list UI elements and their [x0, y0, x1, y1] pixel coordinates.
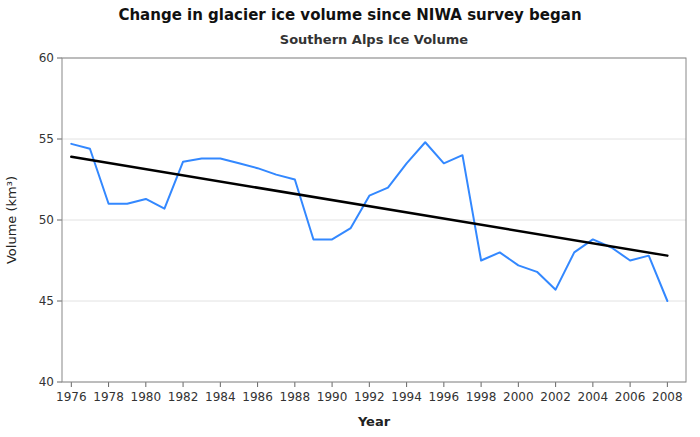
y-tick-label: 50 — [39, 213, 54, 227]
x-tick-label: 2000 — [503, 390, 534, 404]
x-tick-label: 1994 — [391, 390, 422, 404]
x-tick — [406, 382, 407, 387]
y-tick-label: 45 — [39, 294, 54, 308]
grid — [62, 58, 686, 382]
y-tick-label: 55 — [39, 132, 54, 146]
x-tick-label: 2004 — [578, 390, 609, 404]
x-tick-label: 1980 — [131, 390, 162, 404]
x-tick-label: 1996 — [429, 390, 460, 404]
y-tick — [57, 301, 62, 302]
x-tick-label: 1978 — [93, 390, 124, 404]
y-tick — [57, 139, 62, 140]
trend-line — [71, 157, 667, 256]
subtitle: Southern Alps Ice Volume — [280, 32, 469, 47]
x-tick — [145, 382, 146, 387]
series-group — [71, 142, 667, 301]
x-tick-label: 1976 — [56, 390, 87, 404]
x-tick-label: 2006 — [615, 390, 646, 404]
x-tick — [481, 382, 482, 387]
x-axis: 1976 1978 1980 1982 1984 1986 1988 1990 1992 1994… — [56, 382, 683, 404]
x-tick-label: 1992 — [354, 390, 385, 404]
y-tick — [57, 382, 62, 383]
x-axis-title: Year — [357, 414, 391, 429]
chart-container: Change in glacier ice volume since NIWA … — [0, 0, 700, 437]
plot-area — [62, 58, 686, 382]
title: Change in glacier ice volume since NIWA … — [118, 6, 581, 24]
x-tick — [443, 382, 444, 387]
x-tick-label: 2002 — [540, 390, 571, 404]
x-tick-label: 1982 — [168, 390, 199, 404]
grid-line — [62, 301, 686, 302]
grid-line — [62, 139, 686, 140]
y-tick — [57, 220, 62, 221]
x-tick — [555, 382, 556, 387]
x-tick-label: 1990 — [317, 390, 348, 404]
x-tick — [592, 382, 593, 387]
y-axis-title: Volume (km³) — [4, 176, 19, 264]
x-tick-label: 1984 — [205, 390, 236, 404]
data-line — [71, 142, 667, 301]
x-tick — [630, 382, 631, 387]
y-axis: 40 45 50 55 60 — [39, 51, 62, 389]
x-tick — [108, 382, 109, 387]
x-tick — [220, 382, 221, 387]
x-tick-label: 1998 — [466, 390, 497, 404]
x-tick — [518, 382, 519, 387]
plot-frame — [62, 58, 686, 382]
chart: Change in glacier ice volume since NIWA … — [0, 0, 700, 437]
x-tick — [257, 382, 258, 387]
x-tick — [71, 382, 72, 387]
x-tick-label: 1988 — [280, 390, 311, 404]
x-tick-label: 2008 — [652, 390, 683, 404]
grid-line — [62, 220, 686, 221]
x-tick — [183, 382, 184, 387]
y-tick-label: 40 — [39, 375, 54, 389]
x-tick — [667, 382, 668, 387]
y-tick-label: 60 — [39, 51, 54, 65]
x-tick — [294, 382, 295, 387]
x-tick-label: 1986 — [242, 390, 273, 404]
x-tick — [332, 382, 333, 387]
x-tick — [369, 382, 370, 387]
y-tick — [57, 58, 62, 59]
